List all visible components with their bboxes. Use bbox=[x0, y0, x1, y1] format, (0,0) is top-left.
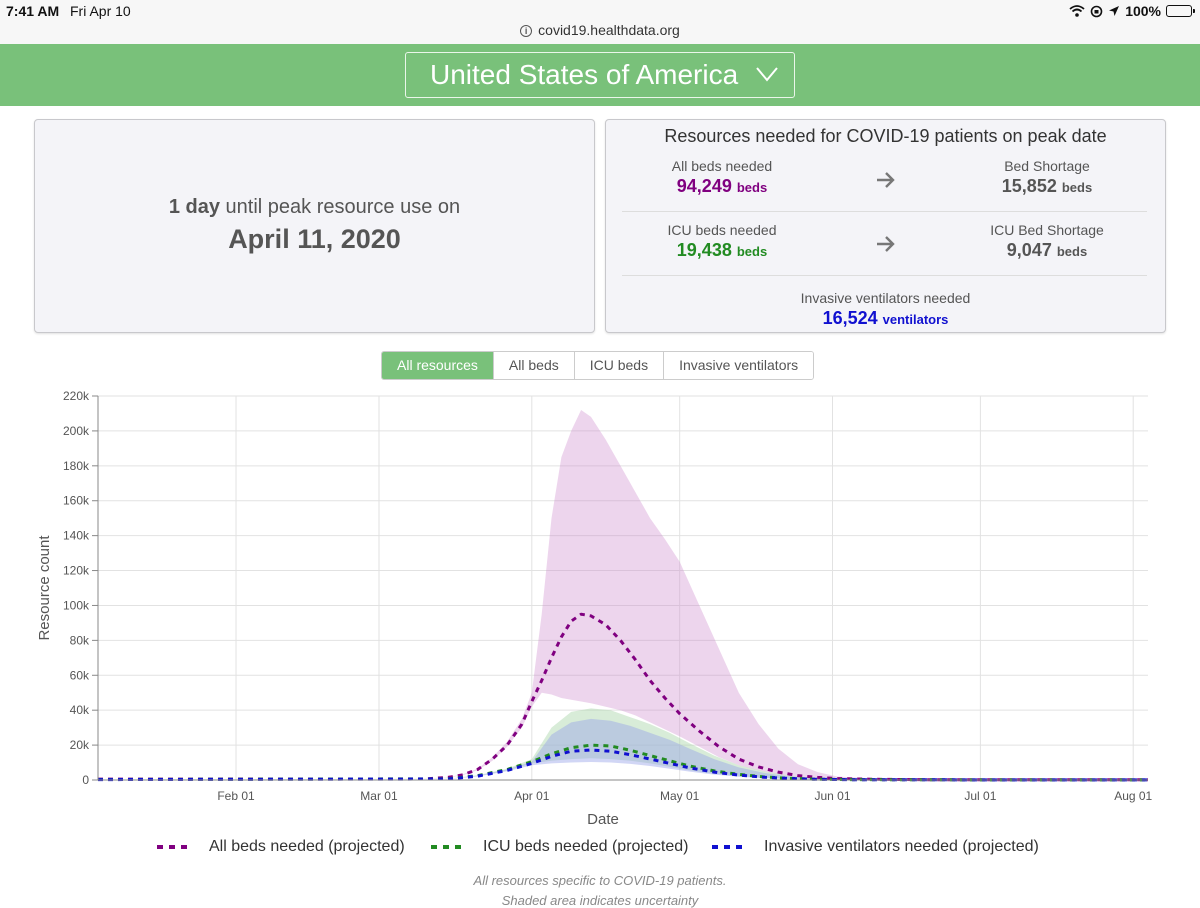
tab-invasive-ventilators[interactable]: Invasive ventilators bbox=[663, 352, 814, 379]
icu-beds-value-line: 19,438 beds bbox=[622, 240, 822, 261]
url-text: covid19.healthdata.org bbox=[538, 22, 680, 38]
battery-percent: 100% bbox=[1125, 3, 1161, 19]
icu-row: ICU beds needed 19,438 beds ICU Bed Shor… bbox=[622, 218, 1147, 276]
chevron-down-icon bbox=[756, 67, 778, 82]
arrow-right-icon bbox=[877, 172, 895, 188]
y-tick-label: 80k bbox=[70, 633, 90, 647]
y-tick-label: 160k bbox=[63, 494, 90, 508]
chart-footnote: All resources specific to COVID-19 patie… bbox=[473, 873, 727, 888]
ventilators-unit: ventilators bbox=[882, 312, 949, 327]
orientation-lock-icon bbox=[1090, 5, 1103, 17]
status-time: 7:41 AM bbox=[6, 3, 60, 19]
x-tick-label: Feb 01 bbox=[217, 789, 255, 803]
y-tick-label: 60k bbox=[70, 668, 90, 682]
bed-shortage-value: 15,852 bbox=[1001, 176, 1057, 196]
bed-shortage-value-line: 15,852 beds bbox=[947, 176, 1147, 197]
resources-title: Resources needed for COVID-19 patients o… bbox=[664, 126, 1107, 146]
ventilators-value-line: 16,524 ventilators bbox=[606, 308, 1165, 329]
bed-shortage-label: Bed Shortage bbox=[1004, 158, 1090, 174]
country-select[interactable]: United States of America bbox=[405, 52, 795, 98]
icu-beds-label: ICU beds needed bbox=[667, 222, 777, 238]
status-right: 100% bbox=[1069, 3, 1195, 19]
all-beds-label: All beds needed bbox=[671, 158, 773, 174]
x-tick-label: Jun 01 bbox=[814, 789, 850, 803]
legend-swatch-icu-beds bbox=[431, 845, 467, 849]
x-tick-label: Aug 01 bbox=[1114, 789, 1152, 803]
series-line-all-beds bbox=[97, 612, 1149, 782]
x-axis-title: Date bbox=[587, 811, 619, 828]
resource-chart: 0 20k 40k 60k 80k 100k 120k 140k 160k 180k 200k 220… bbox=[0, 385, 1200, 830]
status-date: Fri Apr 10 bbox=[70, 3, 131, 19]
battery-icon bbox=[1166, 5, 1195, 17]
icu-beds-value: 19,438 bbox=[676, 240, 732, 260]
legend-label-all-beds: All beds needed (projected) bbox=[209, 838, 405, 855]
y-tick-label: 140k bbox=[63, 529, 90, 543]
y-tick-label: 40k bbox=[70, 703, 90, 717]
peak-until-text: until peak resource use on bbox=[220, 196, 461, 218]
bed-shortage-unit: beds bbox=[1061, 180, 1093, 195]
uncertainty-band-all-beds bbox=[98, 410, 1148, 780]
series-line-ventilators bbox=[97, 748, 1149, 782]
y-tick-label: 20k bbox=[70, 738, 90, 752]
location-arrow-icon bbox=[1109, 6, 1120, 16]
beds-row: All beds needed 94,249 beds Bed Shortage… bbox=[622, 154, 1147, 212]
legend-item-ventilators[interactable]: Invasive ventilators needed (projected) bbox=[712, 836, 1039, 858]
info-icon[interactable]: i bbox=[520, 25, 533, 37]
legend-swatch-all-beds bbox=[157, 845, 193, 849]
uncertainty-band-icu-beds bbox=[98, 708, 1148, 780]
icu-shortage-label: ICU Bed Shortage bbox=[990, 222, 1104, 238]
ventilators-value: 16,524 bbox=[822, 308, 878, 328]
status-bar: 7:41 AM Fri Apr 10 100% bbox=[0, 0, 1200, 22]
all-beds-cell: All beds needed 94,249 beds bbox=[622, 154, 822, 197]
resource-tabs: All resources All beds ICU beds Invasive… bbox=[381, 351, 815, 380]
legend-item-icu-beds[interactable]: ICU beds needed (projected) bbox=[431, 836, 688, 858]
icu-shortage-value-line: 9,047 beds bbox=[947, 240, 1147, 261]
legend-item-all-beds[interactable]: All beds needed (projected) bbox=[157, 836, 405, 858]
icu-beds-cell: ICU beds needed 19,438 beds bbox=[622, 218, 822, 261]
url-bar[interactable]: i covid19.healthdata.org bbox=[0, 22, 1200, 44]
y-tick-label: 0 bbox=[82, 773, 89, 787]
y-tick-label: 220k bbox=[63, 389, 90, 403]
legend-label-ventilators: Invasive ventilators needed (projected) bbox=[764, 838, 1039, 855]
icu-shortage-cell: ICU Bed Shortage 9,047 beds bbox=[947, 218, 1147, 261]
chart-footnote-uncertainty: Shaded area indicates uncertainty bbox=[501, 893, 699, 908]
y-tick-label: 120k bbox=[63, 564, 90, 578]
arrow-right-icon bbox=[877, 236, 895, 252]
y-tick-label: 100k bbox=[63, 598, 90, 612]
peak-days: 1 day bbox=[168, 196, 220, 218]
y-axis-title: Resource count bbox=[36, 535, 53, 641]
ventilators-label: Invasive ventilators needed bbox=[800, 290, 971, 306]
icu-shortage-unit: beds bbox=[1056, 244, 1088, 259]
site-header: United States of America bbox=[0, 44, 1200, 106]
tab-all-beds[interactable]: All beds bbox=[492, 352, 574, 379]
x-tick-label: May 01 bbox=[660, 789, 700, 803]
all-beds-value: 94,249 bbox=[676, 176, 732, 196]
peak-countdown: 1 day until peak resource use on bbox=[35, 196, 594, 219]
bed-shortage-cell: Bed Shortage 15,852 beds bbox=[947, 154, 1147, 197]
tab-icu-beds[interactable]: ICU beds bbox=[573, 352, 664, 379]
peak-date: April 11, 2020 bbox=[228, 224, 401, 254]
ventilators-cell: Invasive ventilators needed 16,524 venti… bbox=[606, 286, 1165, 329]
x-tick-label: Jul 01 bbox=[964, 789, 996, 803]
legend-label-icu-beds: ICU beds needed (projected) bbox=[483, 838, 689, 855]
plot-area bbox=[98, 396, 1148, 780]
legend-swatch-ventilators bbox=[712, 845, 748, 849]
x-tick-label: Apr 01 bbox=[514, 789, 550, 803]
resource-chart-svg: 0 20k 40k 60k 80k 100k 120k 140k 160k 180k 200k 220… bbox=[36, 389, 1153, 828]
peak-card: 1 day until peak resource use on April 1… bbox=[34, 119, 595, 333]
icu-beds-unit: beds bbox=[736, 244, 768, 259]
tab-all-resources[interactable]: All resources bbox=[382, 352, 493, 379]
y-tick-label: 180k bbox=[63, 459, 90, 473]
all-beds-value-line: 94,249 beds bbox=[622, 176, 822, 197]
all-beds-unit: beds bbox=[736, 180, 768, 195]
wifi-icon bbox=[1069, 5, 1085, 17]
y-tick-label: 200k bbox=[63, 424, 90, 438]
icu-shortage-value: 9,047 bbox=[1006, 240, 1052, 260]
x-tick-label: Mar 01 bbox=[360, 789, 398, 803]
resources-card: Resources needed for COVID-19 patients o… bbox=[605, 119, 1166, 333]
country-select-value: United States of America bbox=[430, 59, 739, 90]
